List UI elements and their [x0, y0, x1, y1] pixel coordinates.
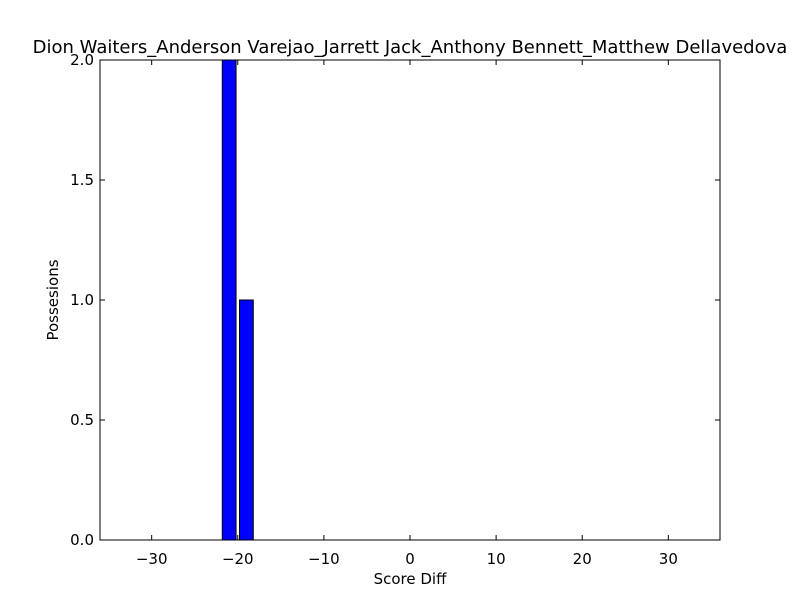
x-tick-label: −30: [136, 550, 168, 568]
bar--19: [239, 299, 254, 541]
y-tick-label: 2.0: [70, 51, 94, 69]
y-tick-label: 0.0: [70, 531, 94, 549]
y-tick-label: 0.5: [70, 411, 94, 429]
y-tick-label: 1.0: [70, 291, 94, 309]
chart-title: Dion Waiters_Anderson Varejao_Jarrett Ja…: [33, 37, 788, 58]
x-tick-label: −20: [222, 550, 254, 568]
y-tick-label: 1.5: [70, 171, 94, 189]
x-axis-label: Score Diff: [374, 570, 447, 588]
y-axis-label: Possesions: [44, 259, 62, 340]
bars-group: [221, 59, 254, 541]
y-axis-ticks: 0.0 0.5 1.0 1.5 2.0: [70, 51, 720, 549]
x-tick-label: 20: [573, 550, 592, 568]
x-tick-label: 30: [659, 550, 678, 568]
bar--21: [221, 59, 237, 541]
plot-frame: [99, 59, 721, 541]
x-tick-label: 10: [487, 550, 506, 568]
x-axis-ticks: −30 −20 −10 0 10 20 30: [136, 60, 678, 568]
x-tick-label: −10: [308, 550, 340, 568]
x-tick-label: 0: [405, 550, 415, 568]
